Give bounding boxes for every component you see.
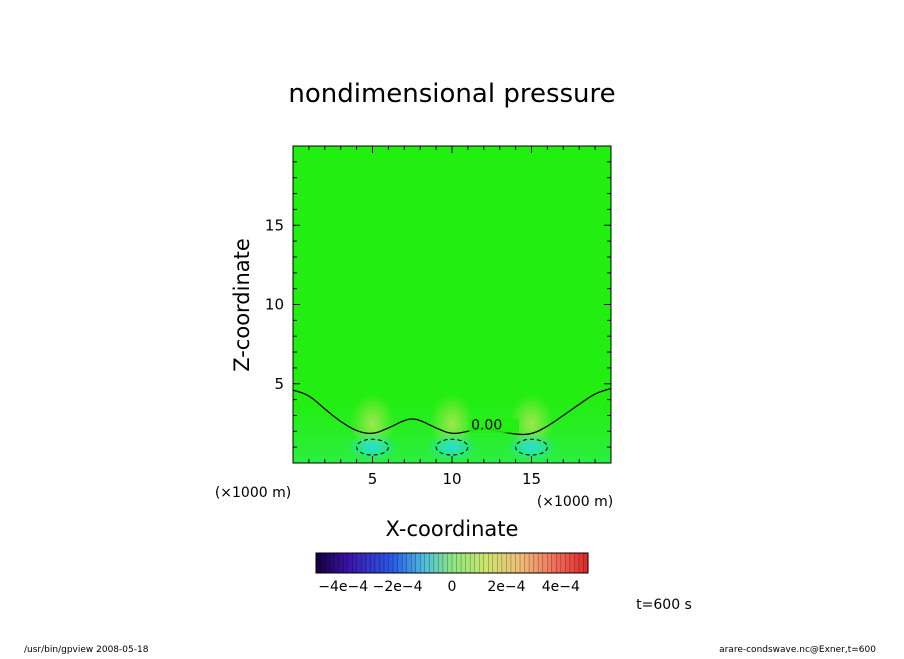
colorbar-cell [533,553,539,573]
colorbar-cell [483,553,489,573]
colorbar-cell [529,553,535,573]
colorbar-cell [356,553,362,573]
colorbar-cell [551,553,557,573]
colorbar-cell [429,553,435,573]
colorbar-cell [338,553,344,573]
colorbar-cell [397,553,403,573]
y-tick-label: 15 [265,216,284,234]
colorbar-tick-label: 4e−4 [542,579,580,595]
colorbar-cell [474,553,480,573]
colorbar-cell [452,553,458,573]
colorbar-cell [524,553,530,573]
colorbar-cell [334,553,340,573]
colorbar-cell [325,553,331,573]
colorbar-cell [374,553,380,573]
contour-label-bg [469,418,520,433]
colorbar-frame [315,552,589,574]
colorbar-cell [329,553,335,573]
footer-right: arare-condswave.nc@Exner,t=600 [719,645,876,654]
time-label: t=600 s [636,597,692,613]
dashed-contour-1 [435,438,469,456]
dashed-contour-2 [515,438,548,456]
colorbar-tick-label: −2e−4 [373,579,423,595]
colorbar-cell [556,553,562,573]
colorbar-cell [347,553,353,573]
colorbar-cell [402,553,408,573]
colorbar-cell [433,553,439,573]
colorbar-cell [456,553,462,573]
cyan-blob-2 [505,433,558,462]
colorbar-cell [560,553,566,573]
colorbar-cell [470,553,476,573]
colorbar-cell [547,553,553,573]
colorbar-cell [510,553,516,573]
colorbar-cell [488,553,494,573]
y-axis-label: Z-coordinate [230,238,254,372]
colorbar-cell [583,553,589,573]
colorbar-cell [343,553,349,573]
footer-left: /usr/bin/gpview 2008-05-18 [24,645,149,654]
axes: 5 10 15 5 10 15 [265,145,612,488]
colorbar-cell [447,553,453,573]
colorbar-cell [501,553,507,573]
x-tick-label: 15 [522,470,541,488]
colorbar-cell [479,553,485,573]
cyan-blob-0 [346,433,399,462]
x-axis-label: X-coordinate [386,517,519,541]
colorbar-cell [415,553,421,573]
colorbar-cell [379,553,385,573]
contour-label: 0.00 [471,418,502,434]
colorbar-cell [515,553,521,573]
colorbar-tick-label: 2e−4 [487,579,525,595]
colorbar-cell [424,553,430,573]
colorbar-cell [320,553,326,573]
colorbar-cell [569,553,575,573]
colorbar-cell [542,553,548,573]
colorbar-cell [384,553,390,573]
colorbar-cell [393,553,399,573]
colorbar-cell [352,553,358,573]
colorbar-cell [520,553,526,573]
contour-layer: 0.00 [292,387,612,436]
colorbar-cell [420,553,426,573]
colorbar-cell [538,553,544,573]
colorbar-cell [411,553,417,573]
colorbar-cell [365,553,371,573]
dashed-contour-0 [356,438,389,456]
x-unit-right: (×1000 m) [537,494,613,510]
x-unit-left: (×1000 m) [215,485,291,501]
y-tick-label: 5 [274,375,284,393]
plot-area [293,146,611,463]
colorbar-cell [442,553,448,573]
colorbar-cell [438,553,444,573]
colorbar-cell [565,553,571,573]
colorbar-tick-label: −4e−4 [318,579,368,595]
zero-contour-line [292,387,612,436]
cyan-blob-1 [426,433,478,462]
colorbar-cell [492,553,498,573]
colorbar-cell [506,553,512,573]
colorbar-cell [316,553,322,573]
x-tick-label: 5 [368,470,378,488]
colorbar-cell [406,553,412,573]
x-tick-label: 10 [442,470,461,488]
colorbar-cell [370,553,376,573]
colorbar-cell [578,553,584,573]
colorbar-tick-label: 0 [448,579,457,595]
chart-title: nondimensional pressure [288,79,615,109]
dashed-cells [356,438,548,456]
colorbar-cell [574,553,580,573]
y-tick-label: 10 [265,296,284,314]
colorbar-cell [465,553,471,573]
colorbar-cell [361,553,367,573]
colorbar-cell [388,553,394,573]
colorbar-cell [497,553,503,573]
colorbar-cell [461,553,467,573]
colorbar: −4e−4 −2e−4 0 2e−4 4e−4 [315,552,589,595]
